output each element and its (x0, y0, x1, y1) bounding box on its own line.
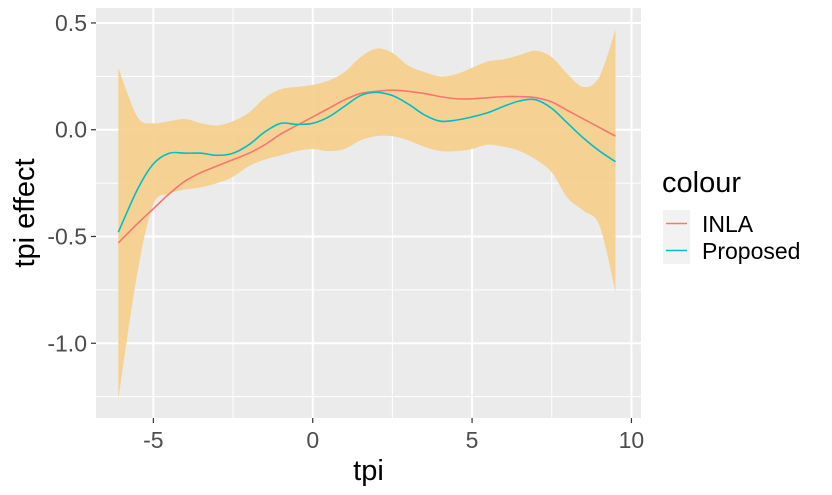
y-tick-label: -0.5 (47, 223, 87, 249)
x-tick-label: 5 (466, 427, 479, 453)
legend-label-proposed: Proposed (702, 238, 800, 264)
legend-title: colour (662, 167, 741, 199)
series-lines (117, 89, 616, 244)
y-axis-ticks: -1.0 -0.5 0.0 0.5 (47, 10, 96, 356)
y-tick-label: 0.0 (55, 117, 87, 143)
legend-label-inla: INLA (702, 211, 754, 237)
x-tick-label: 10 (619, 427, 645, 453)
y-tick-label: -1.0 (47, 330, 87, 356)
series-line-inla (117, 89, 616, 244)
series-line-proposed (117, 91, 616, 233)
x-axis-ticks: -5 0 5 10 (143, 418, 644, 453)
confidence-band (118, 29, 616, 399)
x-tick-label: 0 (306, 427, 319, 453)
x-axis-title: tpi (353, 455, 384, 487)
y-tick-label: 0.5 (55, 10, 87, 36)
x-tick-label: -5 (143, 427, 163, 453)
y-axis-title: tpi effect (9, 158, 41, 267)
